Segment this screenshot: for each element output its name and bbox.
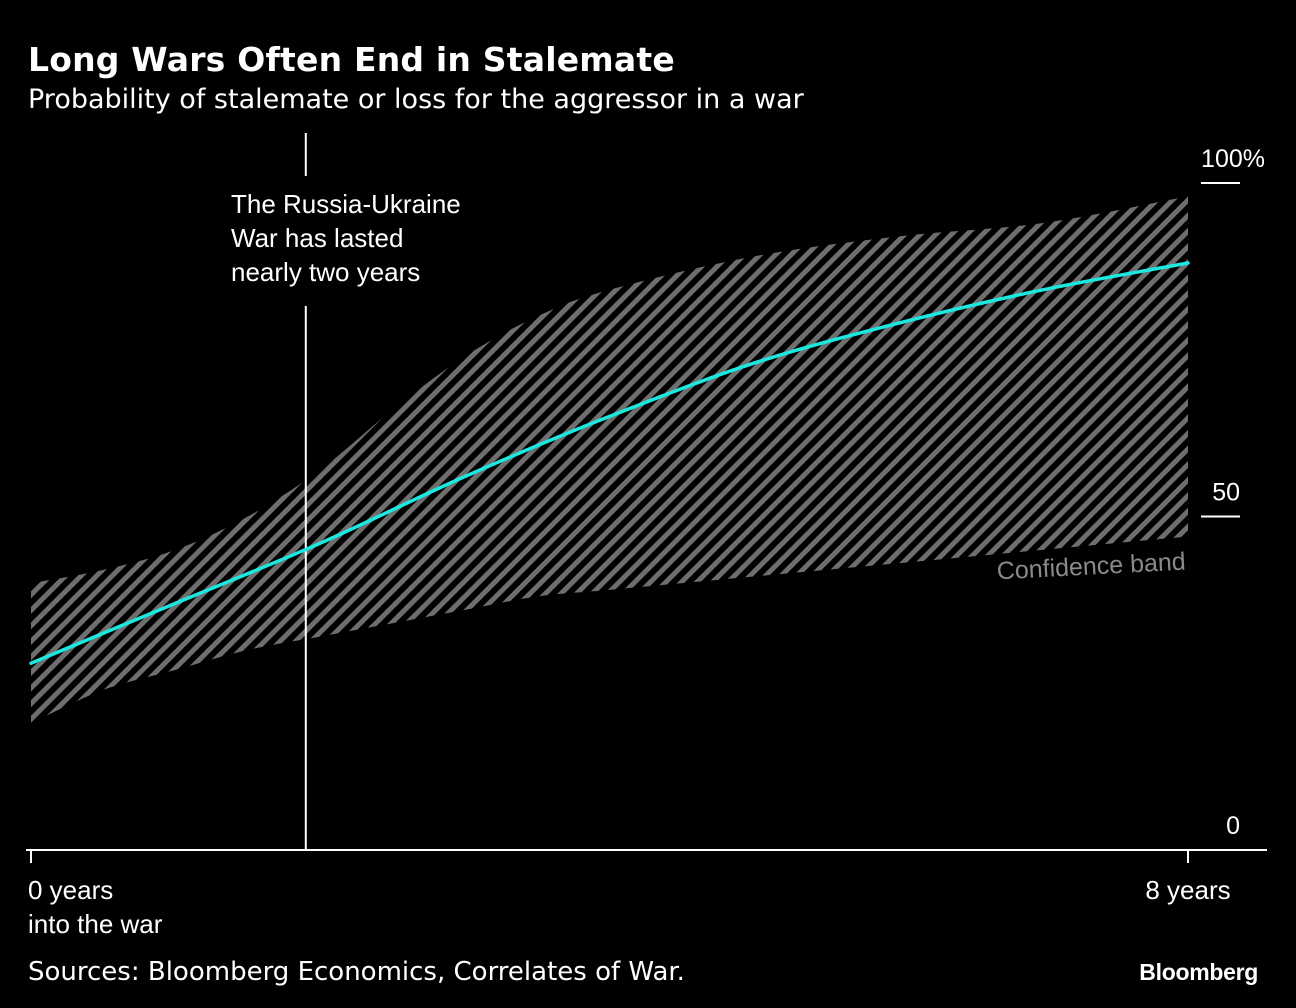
- y-tick-label: 100%: [1201, 145, 1265, 173]
- y-tick-label: 0: [1226, 812, 1240, 840]
- confidence-band: [31, 196, 1188, 724]
- annotation-text: nearly two years: [231, 257, 420, 287]
- x-tick-label: 0 years: [28, 875, 113, 905]
- annotation-text: War has lasted: [231, 223, 403, 253]
- source-note: Sources: Bloomberg Economics, Correlates…: [28, 957, 685, 987]
- annotation-text: The Russia-Ukraine: [231, 189, 461, 219]
- x-tick-label: 8 years: [1145, 875, 1230, 905]
- bloomberg-logo: Bloomberg: [1139, 959, 1258, 985]
- chart-title: Long Wars Often End in Stalemate: [28, 40, 675, 79]
- probability-line: [29, 261, 1190, 665]
- x-tick-label: into the war: [28, 909, 163, 939]
- chart-subtitle: Probability of stalemate or loss for the…: [28, 84, 804, 115]
- y-tick-label: 50: [1212, 479, 1240, 507]
- confidence-band-label: Confidence band: [996, 548, 1186, 586]
